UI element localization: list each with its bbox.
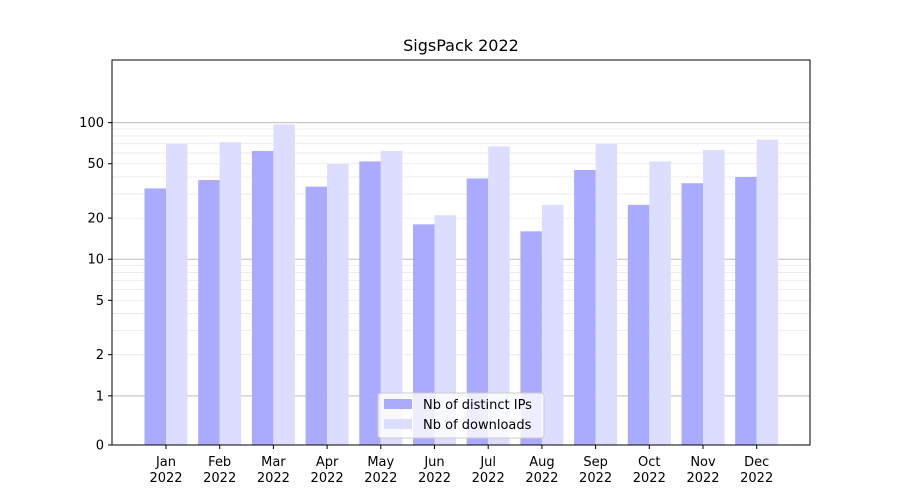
x-tick-year: 2022 [364,471,397,486]
bar-layer [144,124,779,446]
x-tick-year: 2022 [418,471,451,486]
y-tick-label: 10 [87,253,104,268]
bar-downloads [595,143,618,445]
bar-distinct-ips [359,161,381,445]
x-tick-month: Jul [479,455,496,470]
x-tick-month: Aug [529,455,554,470]
bar-downloads [327,163,349,445]
x-tick-label: Oct 2022 [633,455,666,486]
y-tick-label: 5 [96,294,104,309]
bar-downloads [434,215,456,445]
x-tick-year: 2022 [579,471,612,486]
x-tick-year: 2022 [311,471,344,486]
y-tick-label: 20 [87,212,104,227]
x-tick-label: Jun 2022 [418,455,451,486]
x-tick-month: Mar [261,455,286,470]
legend: Nb of distinct IPs Nb of downloads [377,392,545,439]
x-tick-label: Apr 2022 [311,455,344,486]
y-tick-label: 1 [96,389,104,404]
y-tick-label: 0 [96,439,104,454]
bar-distinct-ips [574,169,596,445]
x-tick-year: 2022 [633,471,666,486]
x-tick-label: Dec 2022 [740,455,773,486]
x-tick-label: Jul 2022 [472,455,505,486]
bar-downloads [273,124,295,446]
x-tick-month: Jun [423,455,444,470]
bar-downloads [380,150,403,446]
x-tick-month: Apr [316,455,339,470]
bar-distinct-ips [251,150,274,446]
x-tick-month: Oct [638,455,660,470]
legend-box [377,392,545,439]
x-tick-month: Feb [208,455,231,470]
x-tick-label: May 2022 [364,455,397,486]
bar-downloads [703,150,725,445]
bar-downloads [219,142,242,446]
bar-downloads [541,204,564,445]
legend-swatch-downloads [384,419,412,429]
x-tick-label: Nov 2022 [686,455,719,486]
bar-distinct-ips [413,224,435,445]
bar-distinct-ips [466,178,489,446]
bar-distinct-ips [520,231,542,445]
legend-swatch-distinct-ips [384,399,412,409]
bar-distinct-ips [681,183,703,445]
chart-title: SigsPack 2022 [403,36,519,55]
x-tick-year: 2022 [525,471,558,486]
y-tick-label: 100 [79,116,104,131]
x-tick-month: Dec [744,455,769,470]
x-tick-month: Sep [583,455,608,470]
bar-distinct-ips [305,186,328,446]
bar-distinct-ips [627,204,650,445]
plot-frame [111,59,811,446]
x-tick-year: 2022 [203,471,236,486]
bar-distinct-ips [144,188,166,445]
x-tick-month: Jan [155,455,176,470]
x-tick-year: 2022 [149,471,182,486]
x-tick-label: Sep 2022 [579,455,612,486]
x-tick-year: 2022 [740,471,773,486]
x-tick-label: Feb 2022 [203,455,236,486]
x-tick-month: May [367,455,394,470]
x-tick-label: Aug 2022 [525,455,558,486]
y-tick-label: 2 [96,348,104,363]
x-tick-year: 2022 [686,471,719,486]
bar-downloads [649,161,671,445]
legend-label-downloads: Nb of downloads [423,418,532,433]
x-tick-year: 2022 [472,471,505,486]
bar-distinct-ips [198,180,220,445]
x-tick-label: Mar 2022 [257,455,290,486]
bar-downloads [166,143,188,445]
bar-downloads [488,146,510,445]
legend-label-distinct-ips: Nb of distinct IPs [423,398,532,413]
x-tick-month: Nov [690,455,716,470]
y-tick-label: 50 [87,157,104,172]
x-tick-label: Jan 2022 [149,455,182,486]
bar-distinct-ips [735,176,757,445]
x-tick-year: 2022 [257,471,290,486]
bar-downloads [756,139,779,446]
